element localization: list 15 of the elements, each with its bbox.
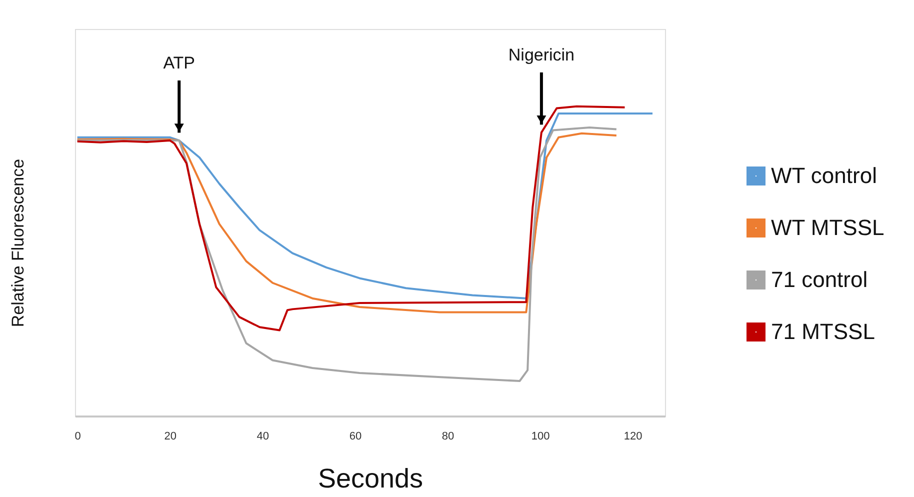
x-tick-label: 40 [256,430,270,442]
x-tick-label: 60 [349,430,362,442]
x-axis-title: Seconds [318,464,424,494]
x-tick-label: 120 [624,430,642,442]
x-tick-label: 20 [164,430,176,442]
x-tick-label: 0 [74,430,81,442]
x-tick-label: 80 [442,430,454,442]
x-tick-label: 100 [531,430,550,442]
y-axis-title: Relative Fluorescence [8,158,28,328]
legend-label: WT MTSSL [771,215,884,240]
annotation: Nigericin [508,45,575,64]
legend-label: WT control [771,163,877,188]
legend-label: 71 control [771,267,868,292]
legend-label: 71 MTSSL [771,319,875,344]
annotation: ATP [163,53,196,72]
